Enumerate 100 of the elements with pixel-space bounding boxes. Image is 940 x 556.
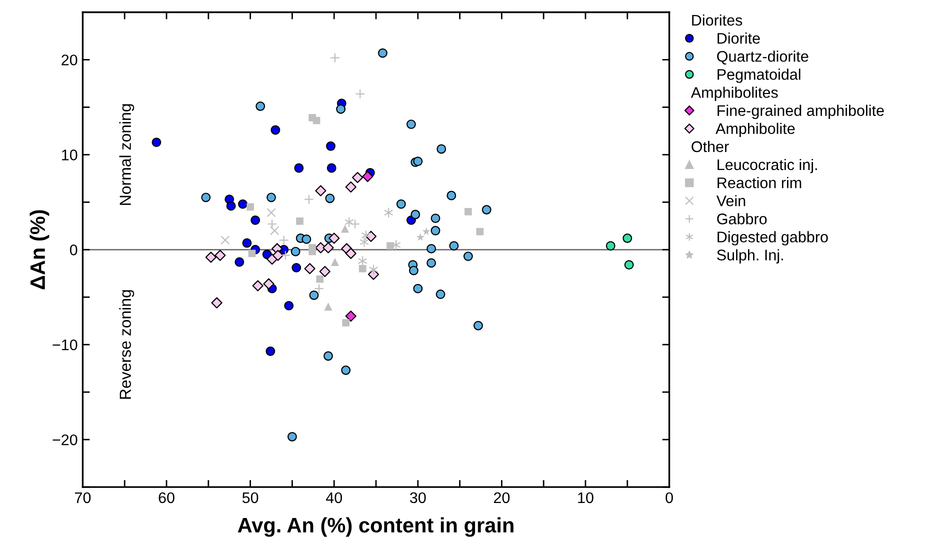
- legend-label: Other: [692, 140, 729, 152]
- point: [436, 290, 446, 299]
- legend-label: Diorite: [718, 32, 760, 44]
- point: [238, 199, 248, 209]
- point: [410, 210, 420, 220]
- point: [436, 144, 446, 154]
- point: [606, 241, 616, 251]
- point: [330, 52, 340, 63]
- point: [464, 208, 472, 216]
- point: [358, 264, 366, 272]
- point: [315, 185, 326, 196]
- point: [220, 236, 230, 245]
- point: [296, 217, 304, 225]
- point: [294, 163, 304, 173]
- point: [482, 205, 492, 214]
- x-tick-label: 60: [158, 492, 174, 504]
- point: [406, 120, 416, 130]
- point: [304, 194, 314, 204]
- point: [463, 252, 473, 262]
- legend-label: Reaction rim: [718, 177, 802, 188]
- point: [280, 250, 290, 260]
- y-axis-title: ΔAn (%): [30, 210, 50, 290]
- point: [426, 244, 436, 254]
- x-tick-label: 40: [326, 492, 342, 504]
- point: [345, 181, 356, 193]
- point: [242, 238, 252, 248]
- annotation: Reverse zoning: [119, 290, 134, 399]
- x-tick-label: 50: [242, 492, 258, 504]
- point: [355, 88, 366, 99]
- point: [330, 258, 339, 266]
- point: [413, 156, 423, 166]
- point: [476, 228, 484, 236]
- x-tick-label: 20: [494, 492, 510, 504]
- point: [314, 284, 324, 294]
- point: [270, 226, 280, 236]
- point: [211, 297, 222, 308]
- legend-label: Leucocratic inj.: [718, 158, 817, 174]
- point: [413, 284, 423, 294]
- legend-label: Gabbro: [717, 213, 767, 224]
- text: Diorites: [692, 14, 742, 26]
- point: [270, 125, 280, 135]
- point: [152, 138, 162, 148]
- point: [325, 194, 335, 204]
- point: [278, 235, 289, 246]
- point: [234, 257, 244, 267]
- point: [342, 319, 350, 326]
- point: [290, 246, 300, 256]
- legend-label: Vein: [716, 195, 746, 206]
- point: [345, 248, 356, 260]
- point: [352, 172, 364, 184]
- point: [416, 232, 425, 241]
- point: [266, 192, 276, 202]
- point: [624, 260, 634, 270]
- x-tick-label: 70: [75, 492, 91, 504]
- point: [326, 141, 336, 151]
- point: [248, 250, 256, 258]
- y-tick-label: 20: [62, 54, 78, 66]
- point: [266, 208, 276, 218]
- point: [340, 224, 350, 233]
- point: [309, 290, 319, 300]
- point: [378, 48, 388, 58]
- legend-label: Quartz-diorite: [717, 50, 808, 65]
- point: [252, 280, 264, 292]
- point: [214, 250, 226, 261]
- point: [408, 266, 418, 276]
- point: [326, 163, 336, 173]
- point: [322, 242, 334, 254]
- point: [201, 192, 211, 202]
- legend-label: Pegmatoidal: [718, 68, 800, 83]
- legend-label: Amphibolite: [716, 122, 795, 138]
- point: [396, 199, 406, 209]
- point: [267, 219, 278, 229]
- x-tick-label: 30: [410, 492, 426, 504]
- point: [422, 227, 430, 236]
- point: [312, 116, 320, 124]
- legend-label: Sulph. Inj.: [717, 249, 783, 264]
- point: [324, 351, 333, 361]
- point: [622, 234, 632, 243]
- point: [316, 275, 324, 283]
- y-tick-label: 0: [70, 244, 78, 256]
- point: [256, 102, 266, 111]
- point: [324, 302, 332, 311]
- point: [386, 242, 394, 250]
- y-tick-label: 10: [62, 150, 78, 160]
- point: [446, 190, 456, 200]
- point: [250, 215, 260, 225]
- x-tick-label: 10: [578, 492, 594, 504]
- point: [246, 203, 254, 211]
- point: [304, 263, 316, 274]
- x-tick-label: 0: [666, 492, 673, 504]
- point: [284, 300, 294, 310]
- point: [336, 104, 346, 114]
- y-tick-label: −20: [52, 434, 78, 446]
- y-tick-label: −10: [52, 339, 78, 350]
- annotation: Normal zoning: [119, 104, 134, 205]
- point: [266, 346, 276, 356]
- point: [474, 320, 483, 330]
- x-axis-title: Avg. An (%) content in grain: [238, 517, 514, 537]
- point: [287, 432, 297, 442]
- point: [308, 248, 316, 256]
